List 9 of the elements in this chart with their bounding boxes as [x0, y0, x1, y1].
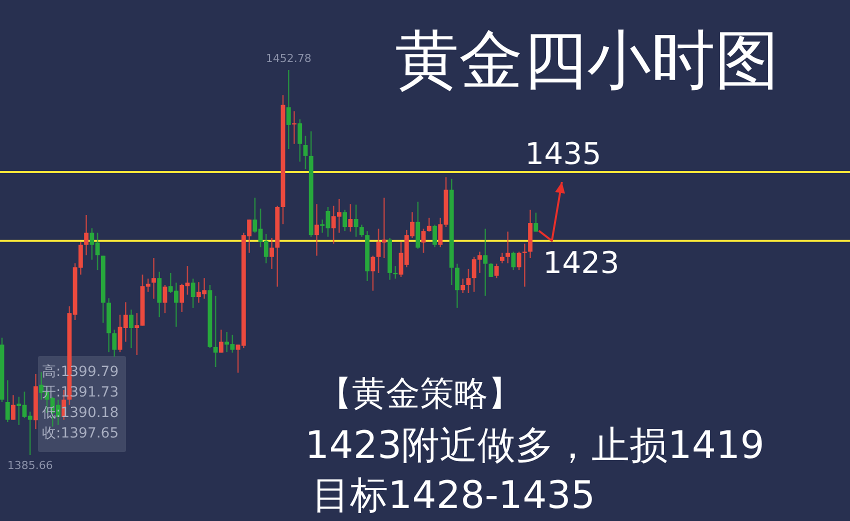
- annotation: 1423附近做多，止损1419: [305, 423, 764, 467]
- annotation: 1385.66: [7, 459, 53, 472]
- annotation: 【黄金策略】: [318, 374, 522, 414]
- ref-line-label: 1423: [543, 246, 620, 281]
- text: 收:1397.65: [42, 426, 119, 442]
- title: 黄金四小时图: [395, 24, 779, 98]
- ref-line-label: 1435: [525, 136, 602, 172]
- text: 目标1428-1435: [312, 473, 596, 517]
- annotation: 1452.78: [266, 52, 312, 65]
